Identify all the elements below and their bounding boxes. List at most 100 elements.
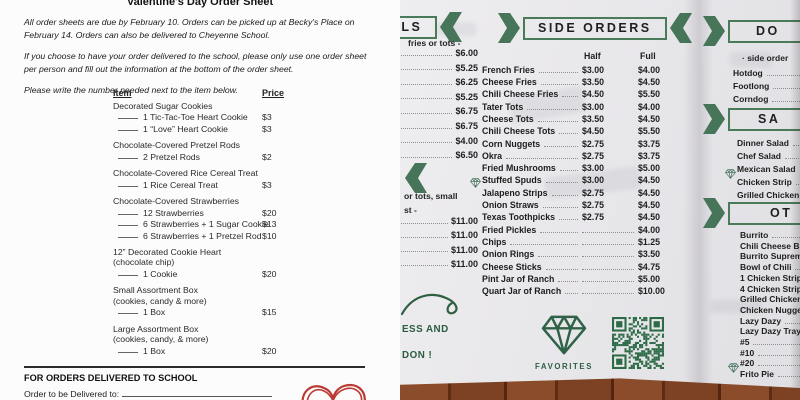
menu-item-name: Footlong [733, 81, 770, 91]
menu-item-row: Onion Straws $2.75 $4.50 [482, 198, 682, 210]
menu-item-name: Corndog [733, 94, 769, 104]
item-price-half: $2.75 [582, 138, 605, 149]
menu-item-row: #10 [740, 348, 800, 359]
section-divider [24, 366, 365, 368]
salads-banner: Sa [700, 104, 800, 134]
item-group-name: Large Assortment Box [113, 323, 199, 334]
meals-price-row: $11.00 [400, 245, 478, 256]
menu-item-name: Chili Cheese Burrit [740, 240, 800, 251]
order-line: 2 Pretzel Rods $2 [113, 151, 363, 162]
item-price-half: $3.50 [582, 77, 605, 88]
menu-item-name: #5 [740, 337, 750, 347]
dogs-banner: Do [700, 16, 800, 46]
meals-price-row: $6.75 [400, 121, 478, 132]
menu-item-row: Lazy Dazy Tray [740, 327, 800, 337]
menu-item-row: 4 Chicken Strips [740, 284, 800, 295]
favorite-gem-icon [725, 166, 736, 184]
meals-subtitle: fries or tots - [408, 38, 461, 48]
item-price-full: $4.75 [638, 261, 661, 272]
dotted-leader [558, 280, 578, 282]
dotted-leader [400, 127, 453, 129]
order-line-label: 1 Rice Cereal Treat [143, 179, 218, 190]
order-item-group: Chocolate-Covered Strawberries 12 Strawbe… [113, 196, 363, 241]
other-banner-label: Ot [728, 201, 800, 225]
meals-price-row: $6.25 [400, 78, 478, 88]
menu-item-row: Corndog [733, 94, 800, 105]
meals-price: $11.00 [450, 216, 478, 226]
favorites-label: Favorites [534, 362, 593, 371]
item-price-full: $5.00 [638, 273, 661, 284]
dotted-leader [545, 268, 578, 270]
order-line-label: 12 Strawberries [143, 207, 204, 218]
item-price-full: $4.50 [638, 212, 661, 223]
menu-item-name: Bowl of Chili [740, 262, 792, 273]
menu-item-row: Bowl of Chili [740, 263, 800, 273]
order-line-label: 1 Box [143, 345, 166, 356]
item-price-full: $4.00 [638, 224, 661, 235]
item-price-half [582, 243, 634, 245]
menu-item-row: Cheese Sticks $4.75 [482, 260, 682, 272]
order-line-price: $3 [262, 179, 272, 190]
gem-icon [728, 363, 739, 374]
side-orders-banner: Side Orders [495, 13, 695, 43]
ghost-smudge [730, 52, 772, 67]
dotted-leader [538, 256, 578, 258]
menu-item-name: Grilled Chicken [740, 294, 800, 305]
order-line-label: 6 Strawberries + 1 Sugar Cookie [143, 219, 269, 230]
order-line-price: $3 [262, 112, 272, 123]
item-price-half: $2.75 [582, 187, 605, 198]
dotted-leader [400, 251, 448, 253]
order-item-group: Small Assortment Box (cookies, candy & mo… [113, 285, 363, 317]
meals-price: $11.00 [450, 258, 478, 269]
menu-item-row: Mexican Salad [725, 164, 800, 179]
item-price-half [582, 268, 634, 270]
order-line-price: $2 [262, 151, 272, 162]
menu-item-row: Fried Pickles $4.00 [482, 223, 682, 235]
item-group-name: Decorated Sugar Cookies [113, 101, 213, 111]
meals-banner: eals [400, 12, 465, 42]
favorite-gem-icon [470, 175, 481, 193]
menu-item-row: Corn Nuggets $2.75 $3.75 [482, 137, 682, 149]
menu-item-name: French Fries [482, 64, 535, 75]
item-price-full: $4.50 [638, 200, 661, 211]
order-column-headers: Item Price [0, 88, 400, 100]
other-banner: Ot [700, 198, 800, 228]
green-note-line: ESS AND [402, 324, 449, 335]
item-price-half: $3.00 [582, 175, 605, 186]
dotted-leader [792, 145, 800, 146]
item-price-full: $1.25 [638, 236, 661, 247]
dotted-leader [766, 75, 800, 76]
ribbon-chevron-icon [703, 104, 725, 134]
order-line-price: $10 [262, 230, 277, 241]
order-line-price: $20 [262, 345, 277, 356]
quantity-blank [118, 111, 138, 120]
menu-item-row: Burrito Supreme [740, 252, 800, 262]
item-column-header: Item [113, 88, 132, 98]
menu-item-name: Hotdog [733, 68, 763, 78]
menu-item-name: Chicken Strip [737, 177, 792, 187]
meals-subtitle-3: st - [404, 205, 417, 215]
order-line-label: 1 Cookie [143, 268, 178, 279]
price-column-header: Price [262, 88, 285, 98]
order-sheet-page: Valentine's Day Order Sheet All order sh… [0, 0, 400, 400]
order-line-price: $20 [262, 207, 277, 218]
meals-price: $5.25 [455, 62, 478, 73]
favorites-legend: Favorites [528, 314, 600, 371]
item-price-full: $5.50 [638, 89, 661, 100]
dotted-leader [400, 142, 453, 144]
meals-price-row: $11.00 [400, 258, 478, 270]
item-price-full: $10.00 [638, 286, 665, 297]
meals-price: $6.75 [455, 121, 478, 131]
item-price-full: $3.75 [638, 138, 661, 149]
item-group-name: 12” Decorated Cookie Heart [113, 246, 222, 257]
delivery-section-heading: FOR ORDERS DELIVERED TO SCHOOL [24, 373, 198, 383]
intro-paragraph: All order sheets are due by February 10.… [24, 17, 355, 41]
dotted-leader [537, 120, 578, 122]
gem-favorites-icon [541, 315, 587, 360]
menu-item-row: Cheese Tots $3.50 $4.50 [482, 112, 682, 124]
menu-item-row: Chili Cheese Fries $4.50 $5.50 [482, 88, 682, 100]
dotted-leader [400, 54, 453, 56]
signature-flourish [400, 293, 458, 316]
menu-item-row: Grilled Chicken [740, 295, 800, 305]
side-orders-banner-label: Side Orders [523, 16, 667, 40]
